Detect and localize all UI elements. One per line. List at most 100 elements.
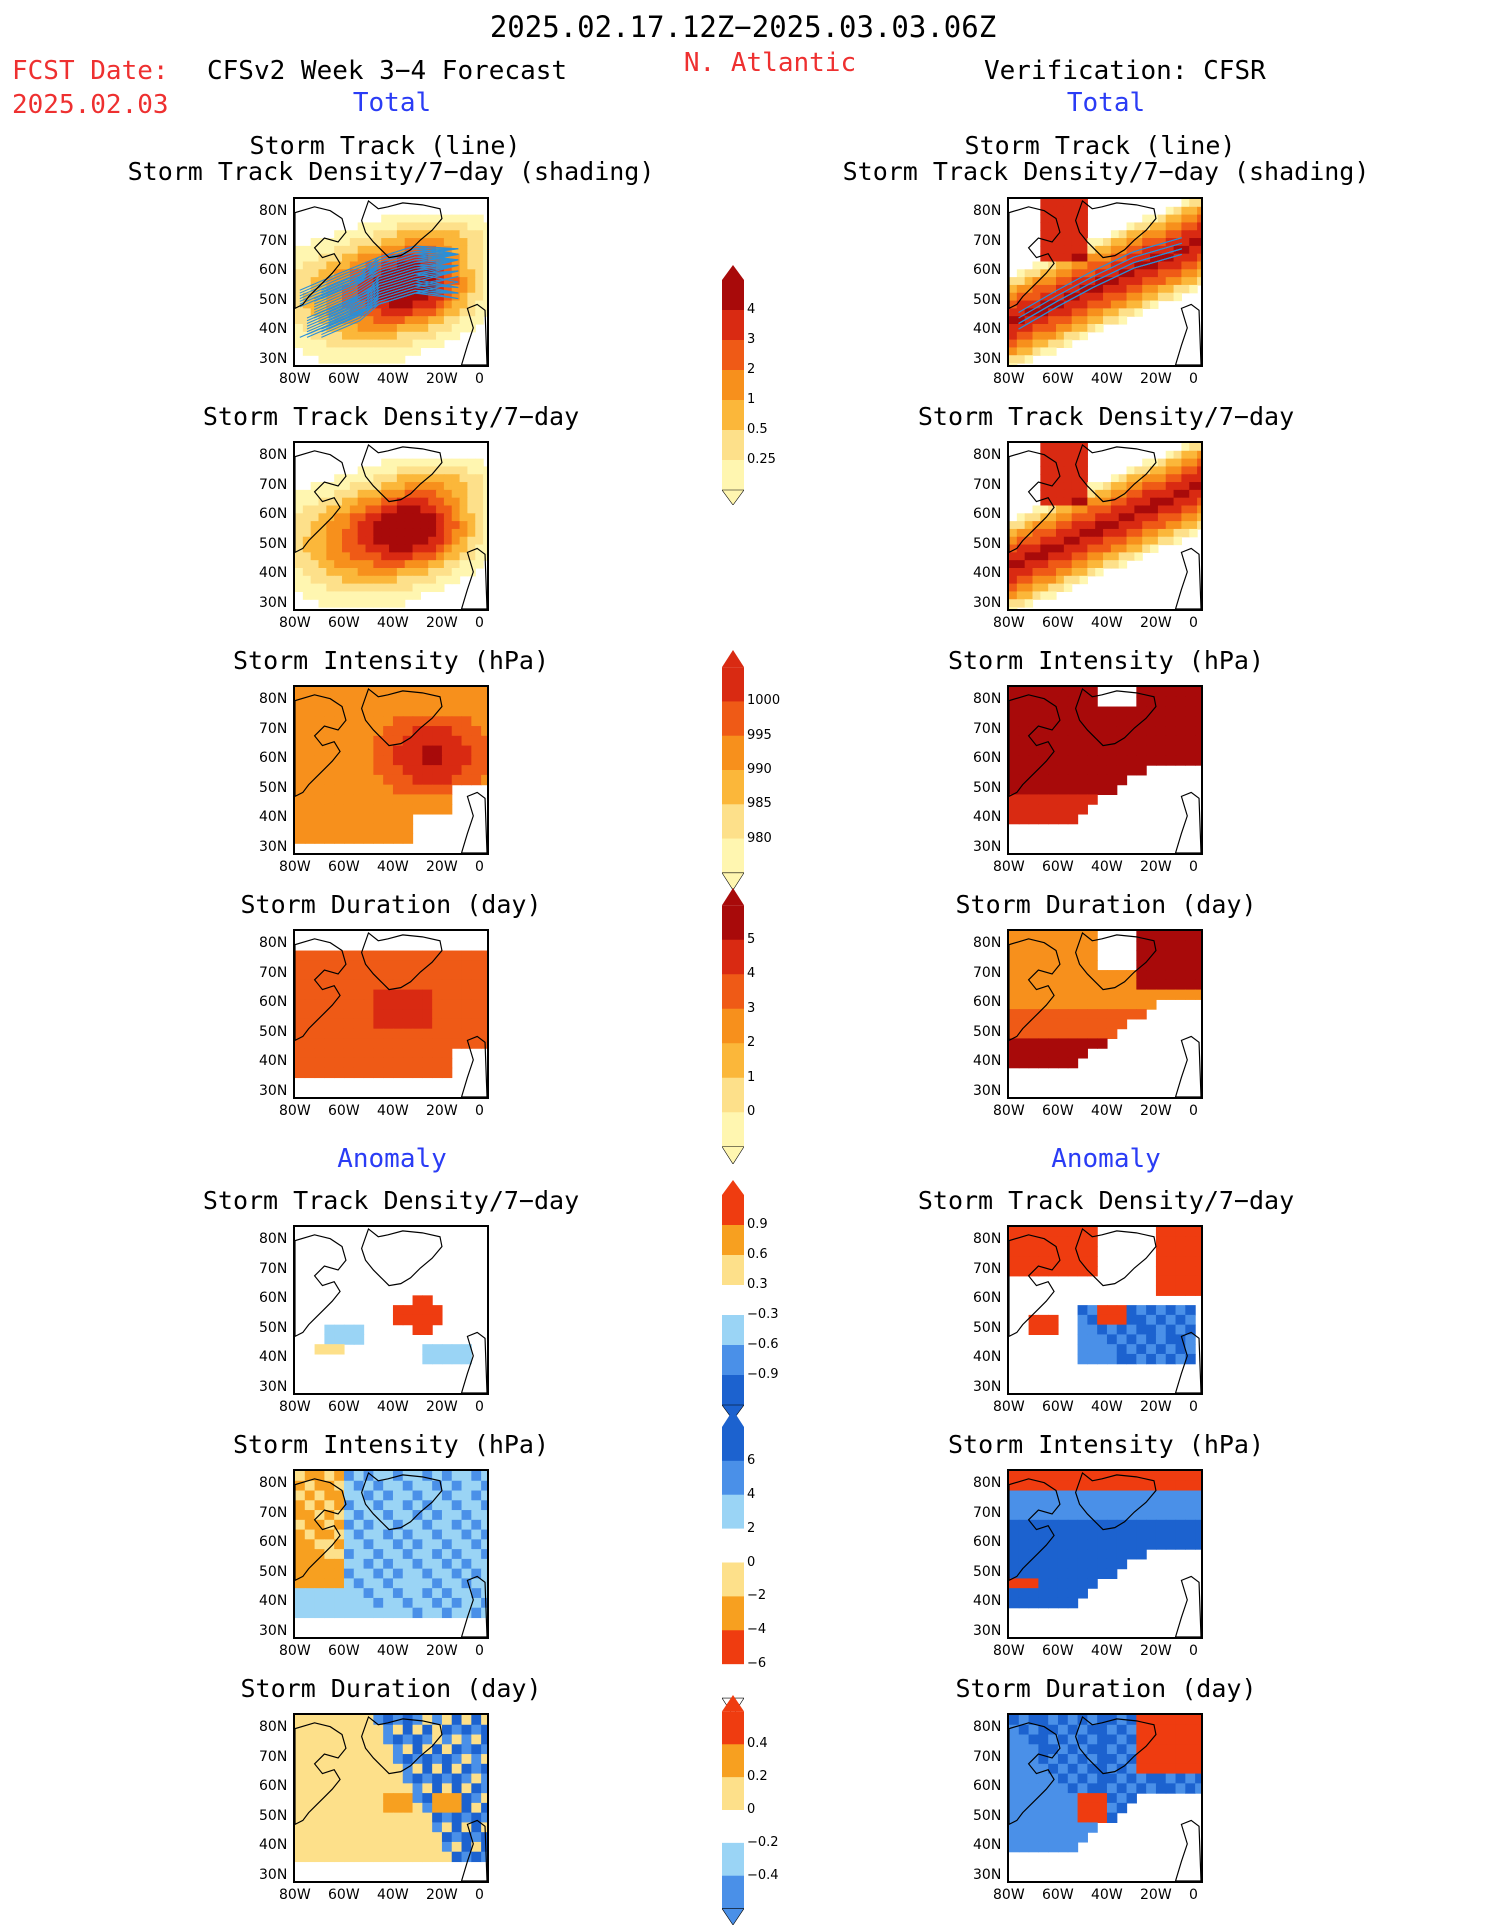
grid-cell bbox=[353, 706, 365, 717]
grid-cell bbox=[353, 1558, 365, 1570]
grid-cell bbox=[1185, 1539, 1196, 1550]
grid-cell bbox=[353, 1578, 365, 1589]
grid-cell bbox=[324, 1832, 335, 1843]
lat-tick-label: 40N bbox=[259, 809, 288, 825]
grid-cell bbox=[422, 1480, 433, 1492]
grid-cell bbox=[1032, 552, 1041, 561]
grid-cell bbox=[389, 230, 398, 239]
colorbar-swatch bbox=[722, 770, 744, 805]
grid-cell bbox=[451, 552, 461, 561]
lat-tick-label: 50N bbox=[259, 535, 288, 552]
grid-cell bbox=[436, 316, 445, 325]
grid-cell bbox=[1155, 726, 1167, 737]
grid-cell bbox=[381, 355, 390, 364]
grid-cell bbox=[1038, 940, 1049, 952]
grid-cell bbox=[1009, 726, 1020, 737]
grid-cell bbox=[1165, 1314, 1177, 1326]
grid-cell bbox=[383, 1519, 394, 1531]
grid-cell bbox=[318, 575, 327, 585]
grid-cell bbox=[310, 513, 320, 522]
grid-cell bbox=[1189, 261, 1198, 270]
grid-cell bbox=[1079, 552, 1088, 561]
grid-cell bbox=[1189, 497, 1198, 507]
grid-cell bbox=[1136, 989, 1147, 1000]
grid-cell bbox=[1056, 222, 1065, 231]
grid-cell bbox=[461, 1500, 472, 1511]
grid-cell bbox=[295, 1009, 306, 1020]
grid-cell bbox=[392, 1539, 404, 1550]
grid-cell bbox=[1067, 726, 1079, 737]
grid-cell bbox=[1189, 513, 1198, 522]
grid-cell bbox=[389, 552, 398, 561]
lat-tick-label: 60N bbox=[259, 750, 288, 766]
grid-cell bbox=[1087, 960, 1098, 971]
grid-cell bbox=[481, 1754, 487, 1765]
grid-cell bbox=[1048, 1324, 1059, 1335]
grid-cell bbox=[343, 1822, 355, 1833]
grid-cell bbox=[314, 1851, 325, 1863]
grid-cell bbox=[1195, 745, 1201, 756]
grid-cell bbox=[381, 331, 390, 341]
grid-cell bbox=[1195, 1490, 1201, 1501]
grid-cell bbox=[1095, 567, 1104, 577]
grid-cell bbox=[1126, 1480, 1137, 1492]
grid-cell bbox=[304, 950, 316, 961]
grid-cell bbox=[1126, 308, 1135, 317]
map-duration-anom-verification-plot bbox=[1009, 1715, 1201, 1881]
grid-cell bbox=[304, 1832, 316, 1843]
colorbar-swatch bbox=[722, 1744, 744, 1778]
grid-cell bbox=[392, 1793, 404, 1804]
lat-tick-label: 40N bbox=[973, 1053, 1002, 1069]
lat-tick-label: 50N bbox=[259, 1023, 288, 1040]
grid-cell bbox=[451, 1724, 463, 1736]
grid-cell bbox=[357, 528, 367, 538]
grid-cell bbox=[1146, 745, 1157, 756]
grid-cell bbox=[1134, 277, 1143, 286]
grid-cell bbox=[404, 245, 414, 255]
grid-cell bbox=[402, 999, 414, 1010]
grid-cell bbox=[1067, 1802, 1079, 1814]
grid-cell bbox=[1009, 1578, 1020, 1589]
grid-cell bbox=[365, 230, 374, 239]
grid-cell bbox=[402, 794, 414, 805]
colorbar-tick-label: 4 bbox=[747, 302, 756, 317]
grid-cell bbox=[1197, 214, 1201, 224]
lon-tick-label: 0 bbox=[475, 615, 484, 631]
grid-cell bbox=[1116, 979, 1128, 991]
grid-cell bbox=[412, 1822, 423, 1833]
grid-cell bbox=[1136, 1480, 1147, 1492]
grid-cell bbox=[1116, 999, 1128, 1010]
grid-cell bbox=[1106, 1734, 1118, 1745]
colorbar-tick-label: 0.2 bbox=[747, 1769, 768, 1785]
lat-tick-label: 70N bbox=[973, 476, 1002, 493]
grid-cell bbox=[1018, 1480, 1030, 1492]
grid-cell bbox=[392, 765, 404, 776]
grid-cell bbox=[451, 765, 463, 776]
grid-cell bbox=[428, 214, 437, 224]
grid-cell bbox=[1106, 1529, 1118, 1540]
grid-cell bbox=[1110, 253, 1120, 263]
grid-cell bbox=[481, 1529, 487, 1540]
grid-cell bbox=[1028, 745, 1039, 756]
grid-cell bbox=[1038, 1841, 1049, 1853]
grid-cell bbox=[1040, 497, 1049, 507]
grid-cell bbox=[402, 1480, 414, 1492]
grid-cell bbox=[1077, 1549, 1088, 1560]
grid-cell bbox=[326, 552, 335, 561]
grid-cell bbox=[1028, 716, 1039, 727]
grid-cell bbox=[432, 1500, 443, 1511]
grid-cell bbox=[365, 513, 374, 522]
grid-cell bbox=[1155, 1285, 1167, 1296]
grid-cell bbox=[1087, 1802, 1098, 1814]
grid-cell bbox=[451, 1510, 463, 1521]
grid-cell bbox=[1157, 230, 1167, 239]
grid-cell bbox=[1175, 1763, 1186, 1775]
grid-cell bbox=[295, 960, 306, 971]
coastline bbox=[295, 199, 487, 365]
grid-cell bbox=[1136, 1715, 1147, 1726]
grid-cell bbox=[1165, 726, 1177, 737]
grid-cell bbox=[1173, 513, 1182, 522]
grid-cell bbox=[343, 716, 355, 727]
grid-cell bbox=[1079, 536, 1088, 546]
grid-cell bbox=[1195, 1500, 1201, 1511]
